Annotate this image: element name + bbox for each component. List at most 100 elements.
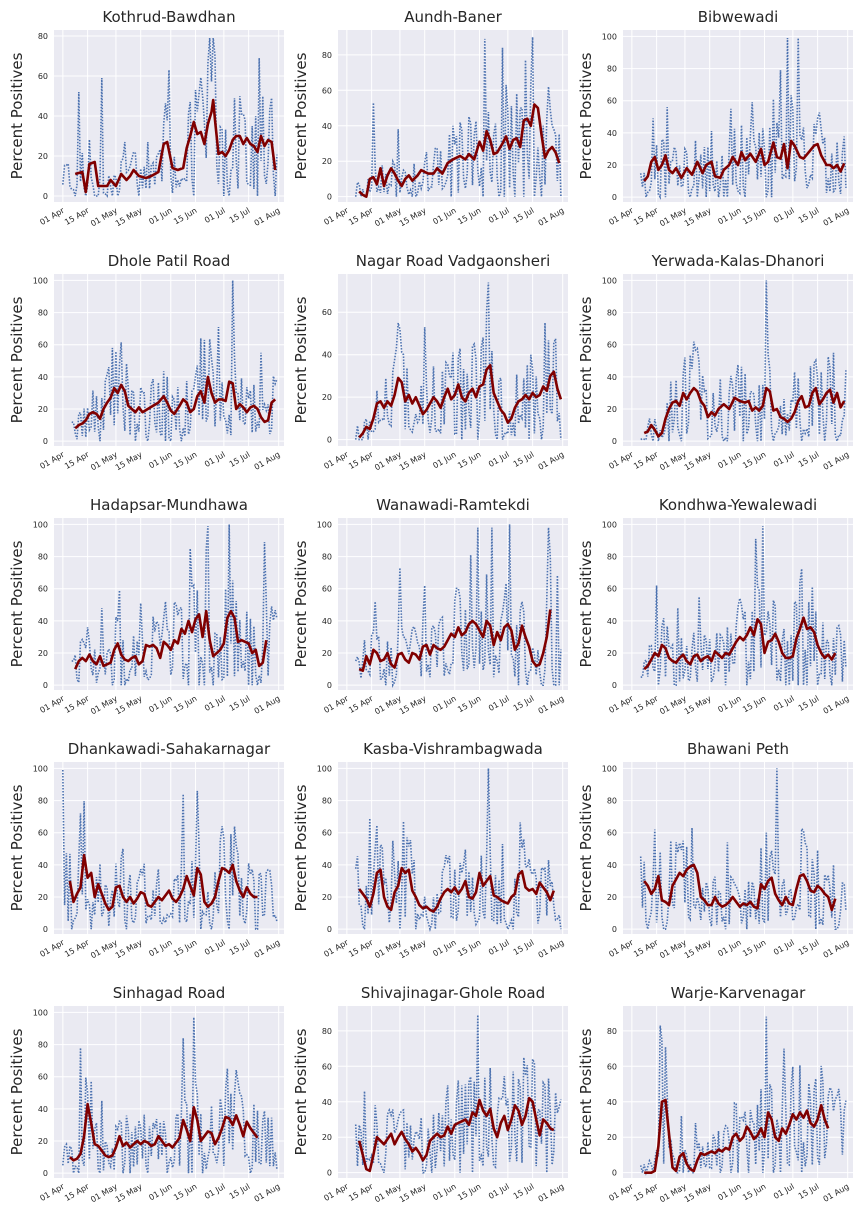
y-tick-label: 80 — [607, 65, 617, 74]
x-tick-label: 15 Apr — [63, 694, 91, 715]
y-tick-label: 80 — [607, 553, 617, 562]
x-tick-label: 15 Jun — [172, 206, 198, 226]
x-tick-label: 15 Jun — [741, 694, 767, 714]
daily-series-line — [62, 37, 278, 198]
plot-area — [623, 274, 853, 446]
y-axis-label: Percent Positives — [292, 296, 310, 423]
chart-title: Wanawadi-Ramtekdi — [376, 496, 530, 514]
y-tick-label: 40 — [322, 122, 332, 131]
y-tick-label: 0 — [43, 1169, 48, 1178]
x-tick-label: 01 Jun — [147, 450, 173, 470]
x-tick-label: 01 Jun — [147, 938, 173, 958]
x-tick-label: 01 Jun — [716, 206, 742, 226]
x-tick-label: 01 Aug — [822, 938, 851, 960]
y-tick-label: 0 — [327, 681, 332, 690]
y-tick-label: 60 — [607, 829, 617, 838]
x-tick-label: 01 Jul — [487, 206, 511, 225]
x-tick-label: 01 Apr — [322, 694, 350, 715]
daily-series-line — [640, 280, 847, 445]
x-tick-label: 01 Apr — [607, 694, 635, 715]
x-tick-label: 15 May — [114, 1182, 144, 1205]
y-axis-label: Percent Positives — [577, 296, 595, 423]
rolling-average-line — [74, 609, 268, 670]
x-tick-label: 01 May — [658, 206, 688, 229]
plot-area — [623, 518, 853, 690]
y-tick-label: 80 — [322, 553, 332, 562]
x-tick-label: 01 May — [658, 450, 688, 473]
y-tick-label: 60 — [607, 585, 617, 594]
x-tick-label: 01 Apr — [38, 938, 66, 959]
x-tick-label: 01 Apr — [322, 938, 350, 959]
x-tick-label: 01 Jul — [772, 450, 796, 469]
y-tick-label: 60 — [607, 1062, 617, 1071]
x-tick-label: 01 Jun — [431, 694, 457, 714]
y-tick-label: 100 — [602, 764, 617, 773]
x-tick-label: 15 Jun — [456, 694, 482, 714]
x-tick-label: 01 Apr — [38, 206, 66, 227]
x-tick-label: 15 May — [398, 938, 428, 961]
x-tick-label: 15 May — [114, 450, 144, 473]
x-tick-label: 01 Jun — [431, 206, 457, 226]
x-tick-label: 15 Jun — [172, 938, 198, 958]
x-tick-label: 01 Jun — [431, 450, 457, 470]
daily-series-line — [354, 37, 562, 200]
y-tick-label: 40 — [322, 351, 332, 360]
y-tick-label: 20 — [322, 1133, 332, 1142]
x-tick-label: 15 May — [114, 938, 144, 961]
x-tick-label: 15 May — [398, 694, 428, 717]
y-tick-label: 100 — [33, 520, 48, 529]
x-tick-label: 01 May — [373, 938, 403, 961]
y-tick-label: 40 — [322, 617, 332, 626]
x-tick-label: 15 Jul — [228, 938, 252, 957]
x-tick-label: 01 Aug — [822, 450, 851, 472]
y-tick-label: 40 — [607, 861, 617, 870]
x-tick-label: 15 Apr — [347, 1182, 375, 1203]
x-tick-label: 01 May — [658, 938, 688, 961]
y-axis-label: Percent Positives — [8, 784, 26, 911]
y-tick-label: 80 — [322, 1027, 332, 1036]
y-tick-label: 80 — [607, 309, 617, 318]
chart-title: Sinhagad Road — [113, 984, 226, 1002]
chart-title: Bibwewadi — [698, 8, 779, 26]
x-tick-label: 01 Jun — [716, 694, 742, 714]
y-tick-label: 80 — [38, 1041, 48, 1050]
x-tick-label: 01 Jul — [772, 1182, 796, 1201]
chart-title: Kondhwa-Yewalewadi — [659, 496, 817, 514]
rolling-average-line — [69, 1102, 259, 1162]
x-tick-label: 01 Jul — [487, 938, 511, 957]
y-tick-label: 20 — [607, 893, 617, 902]
daily-series-line — [354, 768, 562, 933]
x-tick-label: 15 Apr — [347, 938, 375, 959]
y-axis-label: Percent Positives — [8, 1028, 26, 1155]
y-tick-label: 40 — [607, 1098, 617, 1107]
x-tick-label: 15 May — [114, 206, 144, 229]
y-tick-label: 20 — [322, 893, 332, 902]
chart-title: Nagar Road Vadgaonsheri — [356, 252, 551, 270]
plot-area — [54, 518, 284, 690]
y-tick-label: 100 — [317, 764, 332, 773]
y-tick-label: 0 — [327, 925, 332, 934]
x-tick-label: 01 May — [89, 450, 119, 473]
x-tick-label: 15 Apr — [347, 694, 375, 715]
y-tick-label: 0 — [612, 193, 617, 202]
y-tick-label: 60 — [322, 308, 332, 317]
daily-series-line — [354, 524, 562, 688]
y-tick-label: 20 — [607, 161, 617, 170]
y-axis-label: Percent Positives — [577, 52, 595, 179]
y-tick-label: 20 — [38, 405, 48, 414]
x-tick-label: 01 Aug — [822, 694, 851, 716]
x-tick-label: 15 May — [114, 694, 144, 717]
y-tick-label: 80 — [322, 51, 332, 60]
x-tick-label: 01 May — [373, 206, 403, 229]
y-tick-label: 0 — [327, 436, 332, 445]
x-tick-label: 01 Aug — [822, 1182, 851, 1204]
daily-series-line — [62, 1017, 278, 1174]
x-tick-label: 15 Jul — [797, 938, 821, 957]
y-tick-label: 0 — [612, 437, 617, 446]
